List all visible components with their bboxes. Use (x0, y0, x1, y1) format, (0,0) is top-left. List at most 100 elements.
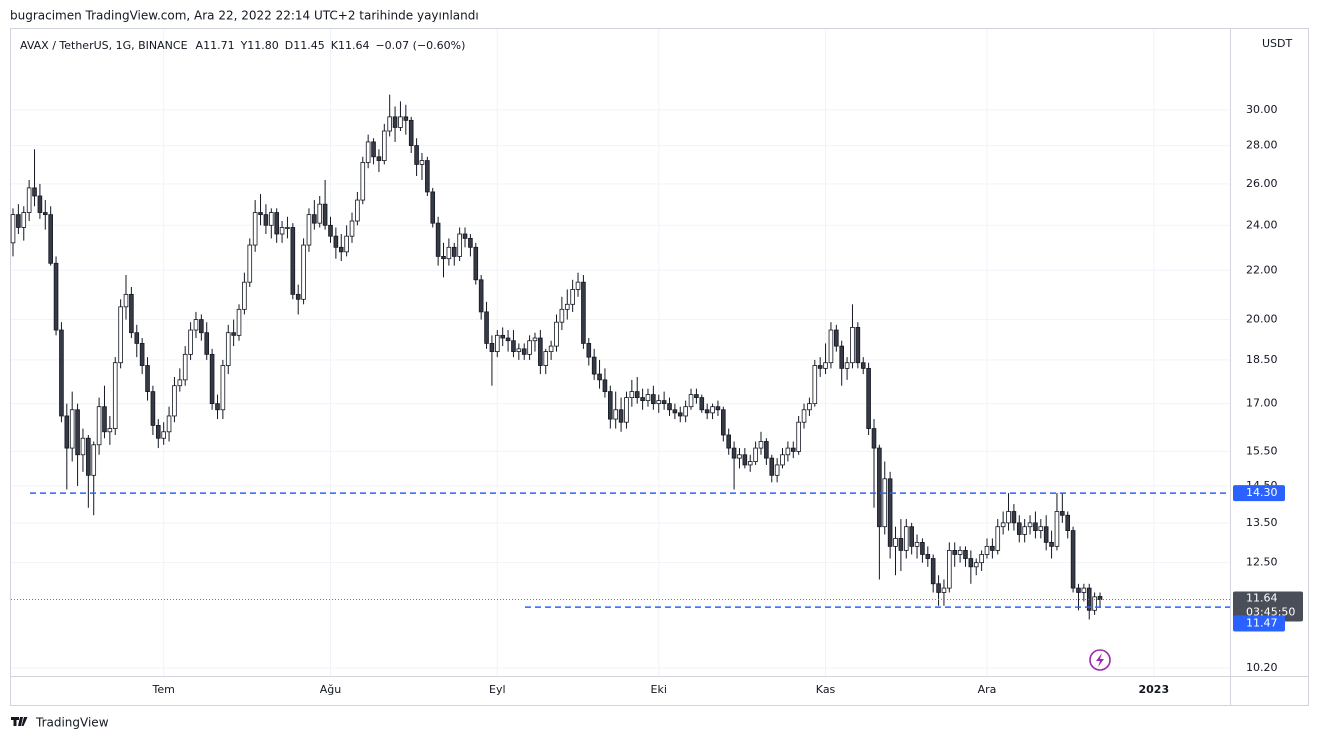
candle-body (1022, 526, 1027, 535)
x-tick-label: 2023 (1138, 683, 1169, 696)
candle-body (532, 337, 538, 342)
candle-body (382, 130, 387, 161)
candle-body (295, 293, 301, 300)
candle-body (139, 343, 145, 366)
legend: AVAX / TetherUS, 1G, BINANCE A11.71 Y11.80… (20, 39, 465, 52)
candle-body (457, 233, 462, 257)
candle-body (37, 195, 43, 213)
candle-body (166, 415, 172, 433)
candle-body (548, 345, 554, 352)
legend-item: K11.64 (331, 39, 370, 52)
legend-item: AVAX / TetherUS, 1G, BINANCE (20, 39, 188, 52)
candle-body (360, 162, 366, 201)
candle-body (129, 293, 134, 334)
candle-body (1011, 511, 1017, 524)
candle-body (268, 212, 274, 226)
candle-body (69, 409, 75, 449)
candle-body (758, 441, 764, 449)
x-tick-label: Eki (651, 683, 667, 696)
candle-body (42, 212, 48, 216)
y-tick-label: 17.00 (1246, 397, 1278, 410)
y-tick-label: 15.50 (1246, 444, 1278, 457)
candle-body (667, 403, 672, 411)
candle-body (172, 385, 177, 417)
candle-body (425, 160, 430, 193)
candle-body (500, 334, 505, 339)
level-label: 14.30 (1246, 486, 1278, 499)
candle-body (199, 319, 204, 334)
candle-body (414, 145, 419, 165)
candle-body (118, 306, 123, 364)
legend-item: Y11.80 (240, 39, 279, 52)
candle-body (581, 281, 586, 344)
lightning-icon (1089, 649, 1111, 671)
candle-body (952, 549, 958, 555)
candle-body (209, 353, 215, 405)
candle-body (737, 454, 742, 459)
candle-body (742, 454, 748, 466)
candle-body (403, 116, 409, 121)
candle-body (516, 348, 522, 352)
candle-body (801, 409, 807, 423)
candle-body (677, 412, 683, 417)
candle-body (785, 447, 791, 456)
candle-body (419, 160, 425, 165)
candle-body (441, 255, 446, 260)
legend-item: −0.07 (−0.60%) (375, 39, 465, 52)
candle-body (930, 558, 936, 585)
x-tick-label: Eyl (489, 683, 506, 696)
candle-body (893, 538, 898, 547)
candle-body (844, 362, 850, 369)
candle-body (834, 329, 839, 347)
candle-body (225, 332, 231, 366)
candle-body (887, 478, 893, 547)
candle-body (468, 237, 473, 248)
candle-body (80, 437, 86, 456)
candle-body (979, 554, 984, 564)
candle-body (59, 329, 64, 417)
candle-body (290, 227, 296, 295)
candle-body (807, 403, 812, 411)
candle-body (618, 409, 624, 423)
candle-body (274, 212, 279, 235)
candle-body (731, 447, 737, 459)
y-tick-label: 24.00 (1246, 218, 1278, 231)
candle-body (914, 541, 920, 547)
candle-body (538, 337, 543, 366)
candle-body (155, 424, 161, 439)
candle-body (478, 279, 484, 313)
footer-brand: TradingView (35, 716, 109, 730)
candle-body (96, 406, 102, 446)
candle-body (204, 332, 210, 355)
candle-body (920, 541, 925, 555)
candle-body (882, 478, 888, 528)
y-tick-label: 13.50 (1246, 516, 1278, 529)
candle-body (317, 203, 323, 224)
candle-body (586, 343, 592, 358)
candle-body (925, 554, 931, 559)
candle-body (968, 558, 974, 568)
y-tick-label: 26.00 (1246, 177, 1278, 190)
candle-body (365, 141, 371, 163)
candle-body (521, 348, 527, 355)
candle-body (543, 351, 549, 366)
candle-body (301, 244, 306, 300)
candle-body (435, 222, 441, 257)
candle-body (1092, 596, 1097, 611)
candle-body (898, 538, 904, 551)
candle-body (990, 545, 995, 551)
candle-body (48, 214, 53, 264)
candle-body (661, 400, 667, 405)
y-tick-label: 20.00 (1246, 313, 1278, 326)
candle-body (107, 428, 113, 433)
candle-body (796, 421, 801, 452)
candle-body (850, 327, 855, 364)
y-tick-label: 18.50 (1246, 353, 1278, 366)
candle-body (387, 116, 392, 132)
candle-body (823, 362, 828, 369)
candle-body (21, 212, 27, 228)
candle-body (408, 119, 414, 146)
